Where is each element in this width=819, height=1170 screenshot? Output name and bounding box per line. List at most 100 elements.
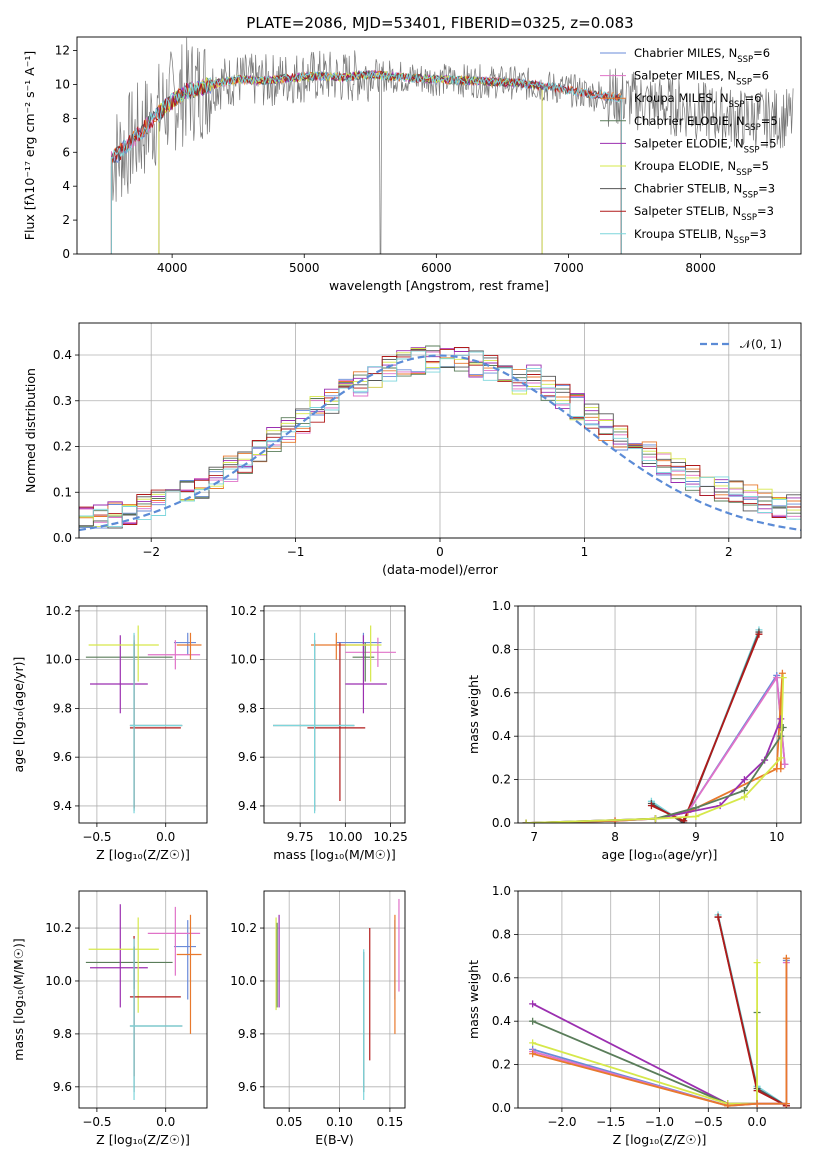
mass-weight-line (526, 673, 784, 823)
mass-weight-line (526, 677, 785, 823)
y-tick-label: 10.0 (230, 653, 257, 667)
y-tick-label: 9.6 (238, 750, 257, 764)
x-tick-label: 2 (725, 545, 733, 559)
y-tick-label: 4 (62, 179, 70, 193)
data-point-marker (779, 674, 787, 682)
mass-weight-line (532, 1012, 758, 1105)
legend-label: Chabrier MILES, NSSP=6 (634, 46, 770, 65)
data-point-marker (680, 817, 688, 823)
y-tick-label: 9.8 (53, 701, 72, 715)
x-axis-label: Z [log₁₀(Z/Z☉)] (613, 1132, 707, 1147)
age-vs-mass-errorbars (273, 625, 396, 814)
data-point-marker (777, 715, 785, 723)
y-tick-label: 9.6 (53, 1080, 72, 1094)
x-tick-label: 0 (436, 545, 444, 559)
y-tick-label: 6 (62, 145, 70, 159)
y-tick-label: 0.2 (53, 440, 72, 454)
model-spectrum-line (110, 70, 622, 254)
y-tick-label: 0.0 (492, 1101, 511, 1115)
y-tick-label: 10.2 (45, 921, 72, 935)
legend-label: Kroupa ELODIE, NSSP=5 (634, 159, 769, 178)
mass-weight-line (717, 916, 787, 1107)
x-axis-label: Z [log₁₀(Z/Z☉)] (96, 1132, 190, 1147)
data-point-marker (692, 804, 700, 812)
data-point-marker (778, 669, 786, 677)
x-axis-label: (data-model)/error (382, 562, 499, 577)
x-tick-label: −2 (142, 545, 160, 559)
spectrum-title: PLATE=2086, MJD=53401, FIBERID=0325, z=0… (246, 14, 633, 32)
y-axis-label: Normed distribution (23, 368, 38, 493)
data-point-marker (740, 793, 748, 801)
axes-frame (263, 605, 406, 824)
x-tick-label: −1 (287, 545, 305, 559)
x-tick-label: 4000 (157, 261, 188, 275)
x-tick-label: 9.75 (287, 830, 314, 844)
y-axis-label: mass [log₁₀(M/M☉)] (11, 938, 26, 1060)
y-tick-label: 10.2 (230, 604, 257, 618)
mass-vs-Z-axes (75, 891, 207, 1112)
x-tick-label: −0.5 (82, 1115, 111, 1129)
x-axis-label: age [log₁₀(age/yr)] (602, 847, 718, 862)
data-point-marker (724, 1102, 732, 1108)
y-axis-label: mass weight (466, 675, 481, 754)
y-tick-label: 9.4 (238, 799, 257, 813)
data-point-marker (781, 760, 789, 768)
data-point-marker (529, 1000, 537, 1008)
data-point-marker (692, 812, 700, 820)
axes-frame (78, 322, 802, 539)
x-tick-label: −1.5 (596, 1115, 625, 1129)
x-tick-label: −0.5 (694, 1115, 723, 1129)
data-point-marker (782, 1100, 790, 1108)
axes-frame (517, 605, 802, 824)
y-tick-label: 0.2 (492, 1058, 511, 1072)
age-vs-Z-axes (75, 606, 207, 827)
y-tick-label: 0.0 (53, 531, 72, 545)
x-tick-label: 7 (530, 830, 538, 844)
y-tick-label: 0.4 (492, 1014, 511, 1028)
y-tick-label: 10.0 (45, 974, 72, 988)
axes-frame (517, 890, 802, 1109)
y-tick-label: 0.8 (492, 927, 511, 941)
y-tick-label: 0.0 (492, 816, 511, 830)
mass-weight-line (526, 674, 786, 823)
data-point-marker (777, 765, 785, 773)
y-tick-label: 9.6 (53, 750, 72, 764)
x-tick-label: 8000 (685, 261, 716, 275)
y-tick-label: 2 (62, 213, 70, 227)
data-point-marker (529, 1039, 537, 1047)
x-axis-label: Z [log₁₀(Z/Z☉)] (96, 847, 190, 862)
data-point-marker (651, 815, 659, 823)
legend-label: 𝒩(0, 1) (740, 337, 782, 351)
mass-weight-line (717, 916, 787, 1107)
x-tick-label: 8 (611, 830, 619, 844)
y-tick-label: 0.4 (53, 348, 72, 362)
y-tick-label: 0.6 (492, 971, 511, 985)
axes-frame (78, 605, 208, 824)
histogram-plot (79, 345, 801, 538)
y-tick-label: 10.2 (230, 921, 257, 935)
age-vs-mass-axes (260, 606, 405, 827)
y-tick-label: 9.4 (53, 799, 72, 813)
y-axis-label: age [log₁₀(age/yr)] (11, 657, 26, 773)
x-tick-label: −1.0 (645, 1115, 674, 1129)
y-axis-label: mass weight (466, 960, 481, 1039)
mass-vs-ebv-axes (260, 891, 405, 1112)
data-point-marker (647, 802, 655, 810)
x-tick-label: 0.15 (377, 1115, 404, 1129)
y-tick-label: 1.0 (492, 599, 511, 613)
axes-frame (263, 890, 406, 1109)
data-point-marker (782, 954, 790, 962)
x-tick-label: 0.10 (326, 1115, 353, 1129)
spectrum-plot (110, 37, 794, 254)
spectrum-legend: Chabrier MILES, NSSP=6 Salpeter MILES, NS… (600, 46, 778, 246)
x-tick-label: 1 (581, 545, 589, 559)
y-tick-label: 0.6 (492, 686, 511, 700)
x-axis-label: wavelength [Angstrom, rest frame] (329, 278, 549, 293)
y-tick-label: 10.0 (45, 653, 72, 667)
legend-label: Chabrier ELODIE, NSSP=5 (634, 114, 778, 133)
y-tick-label: 9.8 (238, 1027, 257, 1041)
x-tick-label: 0.0 (748, 1115, 767, 1129)
x-tick-label: 0.0 (156, 1115, 175, 1129)
x-axis-label: E(B-V) (315, 1132, 354, 1147)
